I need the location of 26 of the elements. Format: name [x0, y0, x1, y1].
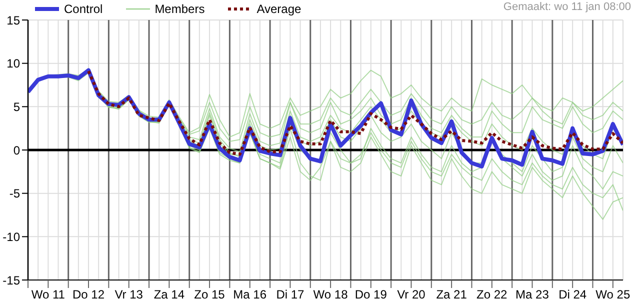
x-tick-label: Ma 23: [516, 288, 550, 300]
y-tick-label: -5: [9, 186, 20, 201]
x-tick-label: Vr 13: [114, 288, 144, 300]
chart-subtitle: Gemaakt: wo 11 jan 08:00: [503, 1, 631, 13]
x-tick-label: Za 14: [154, 288, 185, 300]
x-tick-label: Za 21: [436, 288, 468, 300]
legend-label: Average: [256, 2, 302, 16]
y-tick-label: -15: [2, 273, 20, 288]
x-tick-label: Zo 15: [194, 288, 226, 300]
x-tick-label: Wo 11: [31, 288, 66, 300]
y-tick-label: 5: [13, 100, 20, 114]
x-tick-label: Vr 20: [397, 288, 426, 300]
y-tick-label: 10: [6, 56, 20, 71]
y-tick-label: 15: [6, 13, 20, 28]
y-tick-label: -10: [2, 230, 20, 244]
x-tick-label: Zo 22: [476, 288, 508, 300]
legend-label: Control: [64, 2, 103, 16]
x-tick-label: Di 17: [276, 288, 305, 300]
x-tick-label: Wo 18: [313, 288, 348, 300]
y-tick-label: 0: [13, 143, 20, 158]
x-tick-label: Di 24: [558, 288, 587, 300]
x-tick-label: Ma 16: [233, 288, 267, 300]
x-tick-label: Do 12: [72, 288, 105, 300]
x-tick-label: Wo 25: [596, 288, 630, 300]
legend-label: Members: [154, 2, 205, 16]
x-tick-label: Do 19: [354, 288, 388, 300]
